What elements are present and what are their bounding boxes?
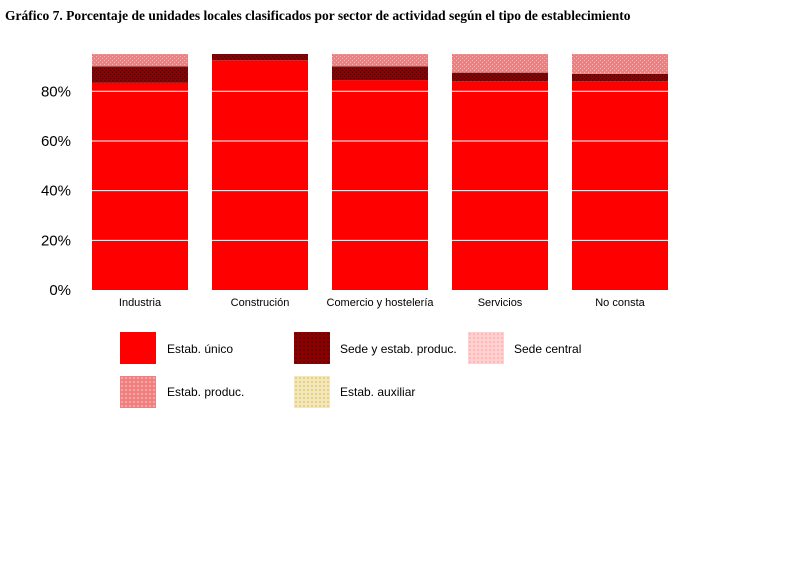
legend-label: Sede y estab. produc. [340,342,457,356]
bar-segment [332,54,428,67]
y-tick-label: 20% [41,232,71,249]
bar-segment [572,73,668,82]
legend-swatch [468,332,504,364]
x-axis: Industria Construción Comercio y hostelerí… [119,297,646,309]
bar-segment [332,80,428,290]
bar-segment [92,54,188,67]
legend-label: Estab. auxiliar [340,385,416,399]
legend-label: Sede central [514,342,582,356]
grid-layer [85,90,672,241]
x-tick-label: No consta [595,297,645,309]
x-tick-label: Servicios [478,297,523,309]
legend-label: Estab. único [167,342,234,356]
legend-swatch [294,332,330,364]
legend-label: Estab. produc. [167,385,245,399]
y-tick-label: 60% [41,133,71,150]
y-tick-label: 40% [41,183,71,200]
x-tick-label: Industria [119,297,162,309]
x-tick-label: Construción [231,297,290,309]
bar-segment [332,66,428,81]
chart-title: Gráfico 7. Porcentaje de unidades locale… [5,8,631,23]
bar-segment [452,81,548,290]
bar-segment [572,54,668,74]
bar-segment [92,82,188,290]
legend-swatch [120,332,156,364]
bar-segment [452,72,548,82]
bar-segment [452,54,548,73]
legend-swatch [120,376,156,408]
y-tick-label: 0% [49,282,71,299]
y-axis: 0% 20% 40% 60% 80% [41,83,71,299]
y-tick-label: 80% [41,83,71,100]
x-tick-label: Comercio y hostelería [327,297,435,309]
legend-swatch [294,376,330,408]
bar-segment [212,60,308,291]
bar-segment [92,66,188,83]
bar-segment [572,81,668,290]
bars-layer [92,54,668,291]
bar-segment [212,54,308,61]
